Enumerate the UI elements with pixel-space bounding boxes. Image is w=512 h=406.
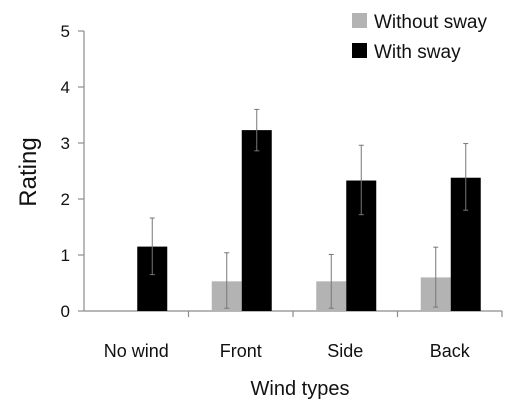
bar-with-sway <box>241 130 272 311</box>
legend: Without sway With sway <box>352 12 487 63</box>
y-tick-label: 2 <box>61 190 70 209</box>
y-tick-label: 3 <box>61 134 70 153</box>
y-axis: 0 1 2 3 4 5 <box>61 22 85 321</box>
x-axis-label: Wind types <box>251 378 350 400</box>
error-bars <box>149 108 469 309</box>
legend-swatch <box>352 13 367 28</box>
bars <box>137 130 481 311</box>
x-axis: No wind Front Side Back <box>84 310 503 361</box>
x-tick-label: Front <box>220 341 262 361</box>
x-tick-label: Side <box>327 341 363 361</box>
y-axis-label: Rating <box>15 137 42 206</box>
y-tick-label: 5 <box>61 22 70 41</box>
y-tick-label: 1 <box>61 246 70 265</box>
legend-swatch <box>352 43 367 58</box>
x-tick-label: Back <box>430 341 471 361</box>
legend-label: Without sway <box>374 12 487 33</box>
y-tick-label: 4 <box>61 78 70 97</box>
x-tick-label: No wind <box>104 341 169 361</box>
y-tick-label: 0 <box>61 302 70 321</box>
legend-label: With sway <box>374 42 461 63</box>
